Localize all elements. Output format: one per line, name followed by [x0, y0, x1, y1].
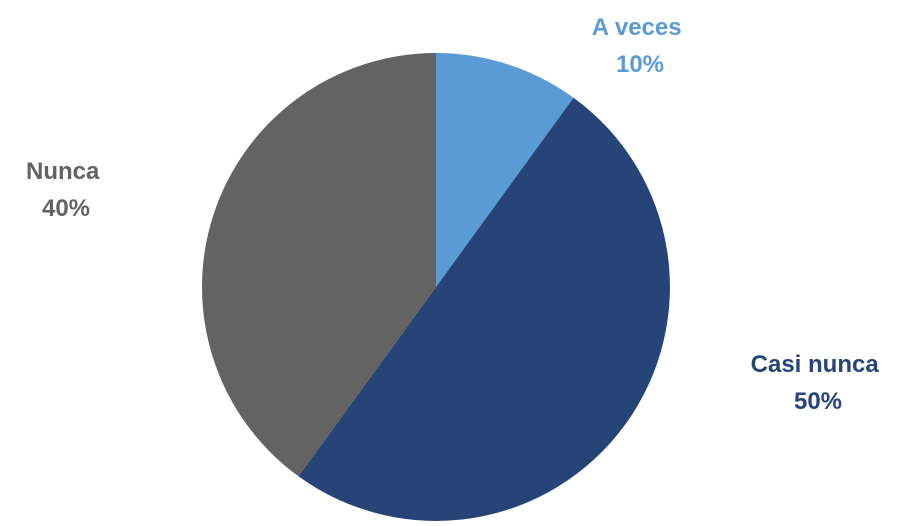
- label-nunca: Nunca 40%: [26, 158, 106, 222]
- pie-slices: [201, 53, 670, 521]
- label-nunca-value: 40%: [42, 195, 90, 222]
- pie-labels: A veces 10% Casi nunca 50% Nunca 40%: [26, 14, 886, 415]
- label-nunca-name: Nunca: [26, 158, 100, 185]
- label-casi-nunca: Casi nunca 50%: [751, 351, 886, 415]
- pie-slice-a-veces: [436, 53, 574, 287]
- label-a-veces-name: A veces: [592, 14, 682, 41]
- label-a-veces: A veces 10%: [592, 14, 689, 78]
- pie-slice-nunca: [201, 53, 436, 477]
- label-casi-nunca-value: 50%: [794, 388, 842, 415]
- label-a-veces-value: 10%: [616, 51, 664, 78]
- pie-slice-casi-nunca: [298, 97, 670, 521]
- label-casi-nunca-name: Casi nunca: [751, 351, 880, 378]
